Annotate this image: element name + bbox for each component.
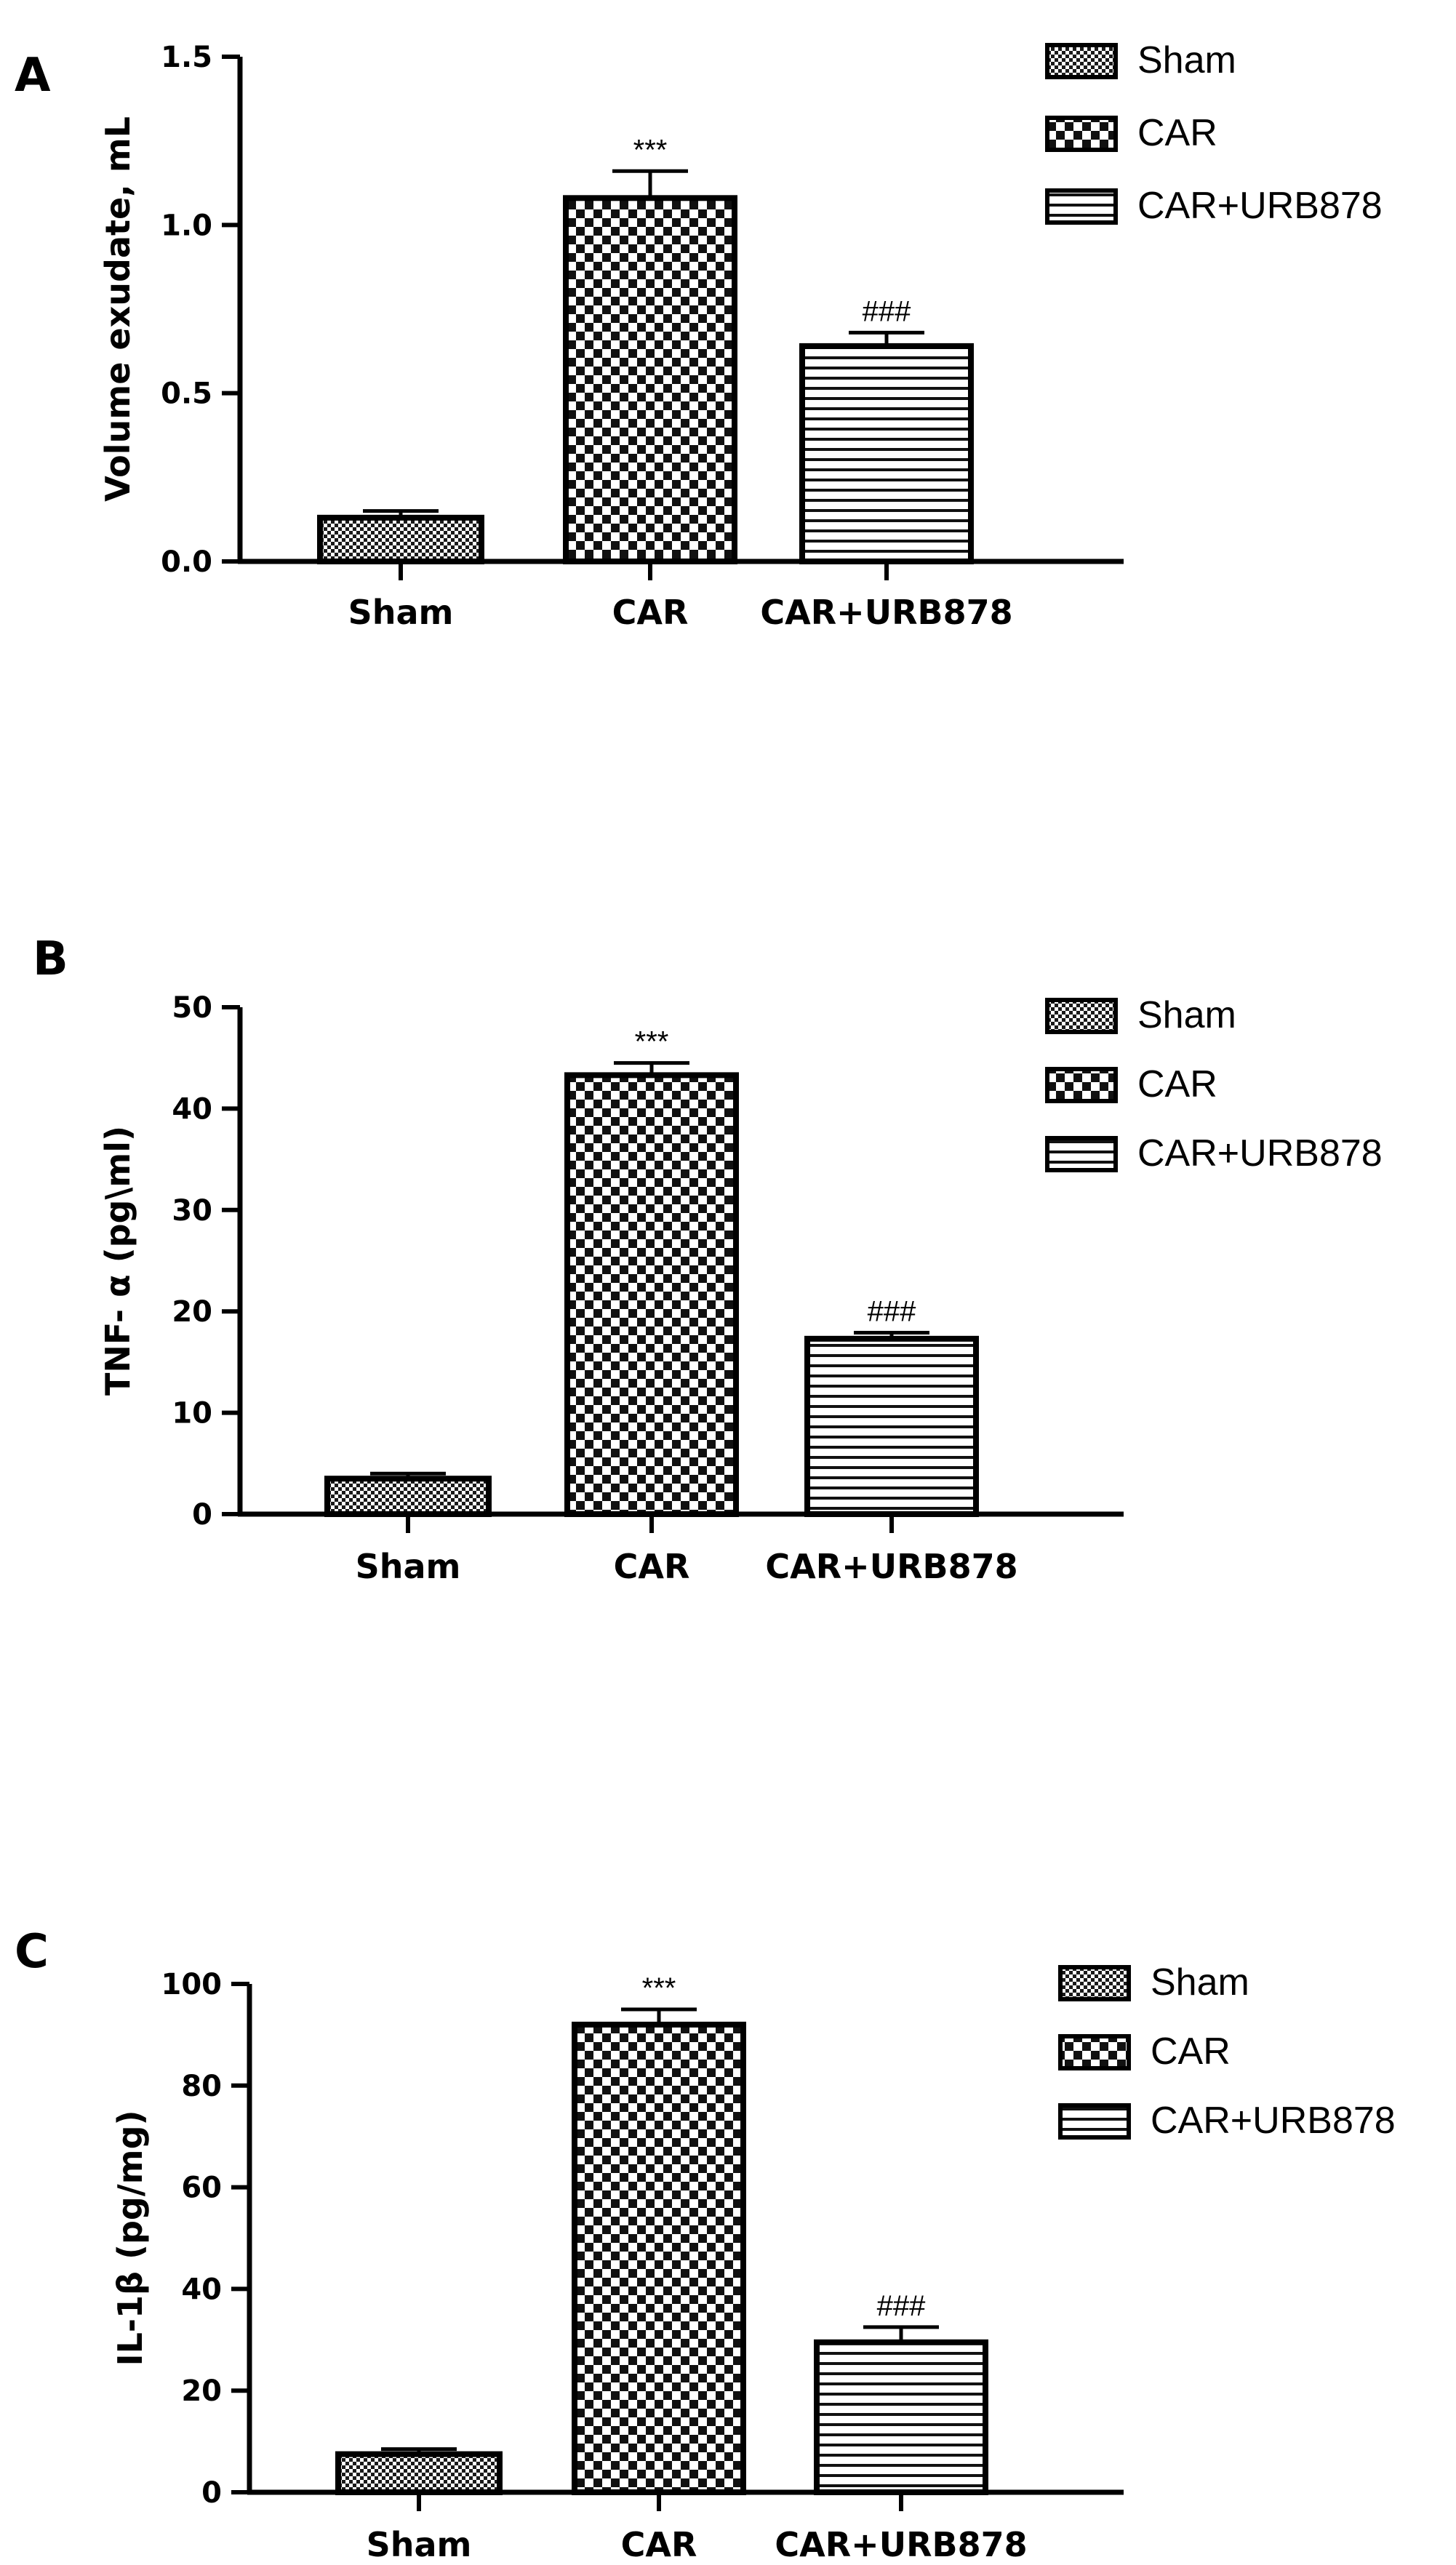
y-tick-label: 50 (172, 991, 212, 1025)
significance-annotation: ### (868, 1295, 916, 1327)
legend-swatch (1045, 116, 1118, 152)
y-tick-label: 30 (172, 1194, 212, 1228)
bar-sham (317, 514, 484, 564)
significance-annotation: *** (635, 1026, 669, 1058)
legend-swatch (1058, 2034, 1131, 2070)
significance-annotation: ### (863, 295, 911, 327)
bar-car-urb878 (804, 1335, 979, 1518)
bar-car-urb878 (799, 343, 974, 564)
x-tick-label: CAR (621, 2525, 697, 2564)
legend-label: Sham (1137, 994, 1236, 1036)
legend-swatch (1045, 998, 1118, 1034)
x-tick-label: Sham (348, 593, 454, 632)
y-tick-label: 1.5 (161, 41, 212, 74)
bar-car (572, 2021, 746, 2495)
y-tick-label: 20 (181, 2374, 222, 2408)
y-tick-label: 100 (161, 1968, 223, 2001)
panel-b: B TNF- α (pg\ml) 0 10 20 30 40 50 Sham CAR *** CAR+… (33, 932, 1383, 1586)
panel-a-letter: A (15, 49, 51, 103)
y-tick-label: 20 (172, 1295, 212, 1329)
y-tick-label: 0.5 (161, 377, 212, 411)
y-tick-label: 0 (192, 1498, 212, 1532)
bar-car (564, 1072, 739, 1517)
y-tick-label: 60 (181, 2172, 222, 2205)
significance-annotation: *** (642, 1972, 676, 2004)
legend-swatch (1058, 2103, 1131, 2140)
legend: Sham CAR CAR+URB878 (1045, 39, 1383, 227)
legend-label: CAR (1137, 1063, 1217, 1105)
panel-b-letter: B (33, 932, 68, 986)
legend-swatch (1058, 1965, 1131, 2001)
y-tick-label: 10 (172, 1397, 212, 1430)
x-tick-label: CAR+URB878 (760, 593, 1012, 632)
y-tick-label: 40 (181, 2273, 222, 2306)
legend-swatch (1045, 43, 1118, 79)
legend-label: CAR+URB878 (1137, 185, 1383, 227)
y-axis-title: TNF- α (pg\ml) (98, 1126, 137, 1396)
y-tick-label: 1.0 (161, 209, 212, 242)
significance-annotation: ### (877, 2290, 926, 2322)
bar-car-urb878 (814, 2339, 988, 2495)
x-tick-label: CAR+URB878 (775, 2525, 1027, 2564)
x-tick-label: CAR+URB878 (765, 1547, 1017, 1586)
y-tick-label: 0 (201, 2476, 222, 2510)
y-axis-title: IL-1β (pg/mg) (111, 2110, 150, 2366)
legend-swatch (1045, 1067, 1118, 1103)
x-tick-label: Sham (367, 2525, 472, 2564)
y-tick-label: 40 (172, 1092, 212, 1126)
y-axis-title: Volume exudate, mL (98, 116, 137, 502)
legend-label: Sham (1137, 39, 1236, 81)
bar-car (563, 195, 737, 564)
legend-label: CAR (1137, 112, 1217, 154)
x-tick-label: CAR (612, 593, 689, 632)
y-tick-label: 0.0 (161, 545, 212, 579)
bar-sham (324, 1476, 492, 1517)
legend-label: CAR+URB878 (1151, 2100, 1396, 2142)
y-tick-label: 80 (181, 2070, 222, 2103)
significance-annotation: *** (633, 134, 668, 166)
panel-c: C IL-1β (pg/mg) 0 20 40 60 80 100 Sham CAR *** CAR+… (15, 1925, 1396, 2564)
legend-label: CAR (1151, 2030, 1231, 2073)
bar-sham (335, 2451, 503, 2495)
panel-a: A Volume exudate, mL 0.0 0.5 1.0 1.5 Sham CAR **… (15, 39, 1383, 632)
legend: Sham CAR CAR+URB878 (1045, 994, 1383, 1175)
x-tick-label: CAR (614, 1547, 690, 1586)
legend: Sham CAR CAR+URB878 (1058, 1961, 1396, 2142)
legend-label: Sham (1151, 1961, 1249, 2004)
x-tick-label: Sham (356, 1547, 461, 1586)
panel-c-letter: C (15, 1925, 49, 1979)
legend-swatch (1045, 1136, 1118, 1172)
legend-swatch (1045, 188, 1118, 225)
legend-label: CAR+URB878 (1137, 1132, 1383, 1175)
